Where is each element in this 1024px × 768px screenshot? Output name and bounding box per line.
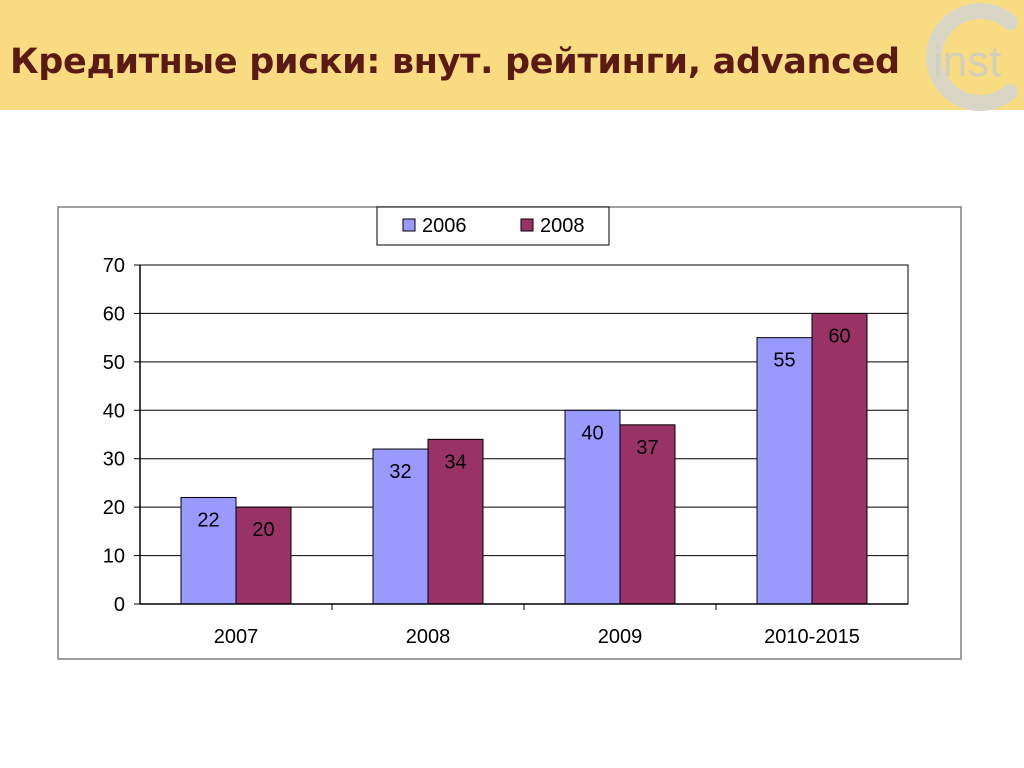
bar-2008-2007 (235, 506, 292, 605)
bar-2006-2010-2015 (756, 337, 813, 605)
x-tick-label: 2010-2015 (764, 626, 860, 648)
y-tick-label: 40 (103, 400, 125, 422)
title-bar: Кредитные риски: внут. рейтинги, advance… (0, 0, 1024, 111)
bar-2008-2009 (619, 424, 676, 605)
y-tick-label: 60 (103, 303, 125, 325)
data-label: 55 (773, 350, 795, 372)
bar-2008-2008 (427, 438, 484, 605)
x-tick-label: 2008 (406, 626, 451, 648)
x-tick-label: 2009 (598, 626, 643, 648)
y-tick-label: 50 (103, 352, 125, 374)
axes: 0 10 20 30 40 50 60 70 2007 2008 2009 2010-2015 (103, 255, 908, 648)
data-labels: 22 20 32 34 40 37 55 60 (197, 325, 850, 541)
data-label: 40 (581, 422, 603, 444)
legend: 2006 2008 (376, 206, 610, 246)
legend-label: 2006 (422, 215, 467, 237)
legend-swatch (520, 218, 534, 232)
legend-swatch (402, 218, 416, 232)
bar-2006-2009 (564, 409, 621, 605)
x-tick-label: 2007 (214, 626, 259, 648)
bar-2006-2007 (180, 496, 237, 605)
y-tick-label: 10 (103, 546, 125, 568)
data-label: 34 (444, 451, 466, 473)
data-label: 37 (636, 437, 658, 459)
data-label: 32 (389, 461, 411, 483)
y-tick-label: 30 (103, 449, 125, 471)
legend-label: 2008 (540, 215, 585, 237)
legend-box (376, 206, 610, 246)
data-label: 22 (197, 509, 219, 531)
inst-logo-icon: inst (926, 3, 1018, 111)
y-tick-label: 20 (103, 497, 125, 519)
bar-2008-2010-2015 (811, 312, 868, 605)
bar-2006-2008 (372, 448, 429, 605)
y-tick-label: 70 (103, 255, 125, 277)
data-label: 20 (252, 519, 274, 541)
bars (180, 312, 868, 605)
y-tick-label: 0 (114, 594, 125, 616)
data-label: 60 (828, 325, 850, 347)
slide-title: Кредитные риски: внут. рейтинги, advance… (10, 42, 900, 82)
logo-text: inst (933, 37, 1001, 86)
